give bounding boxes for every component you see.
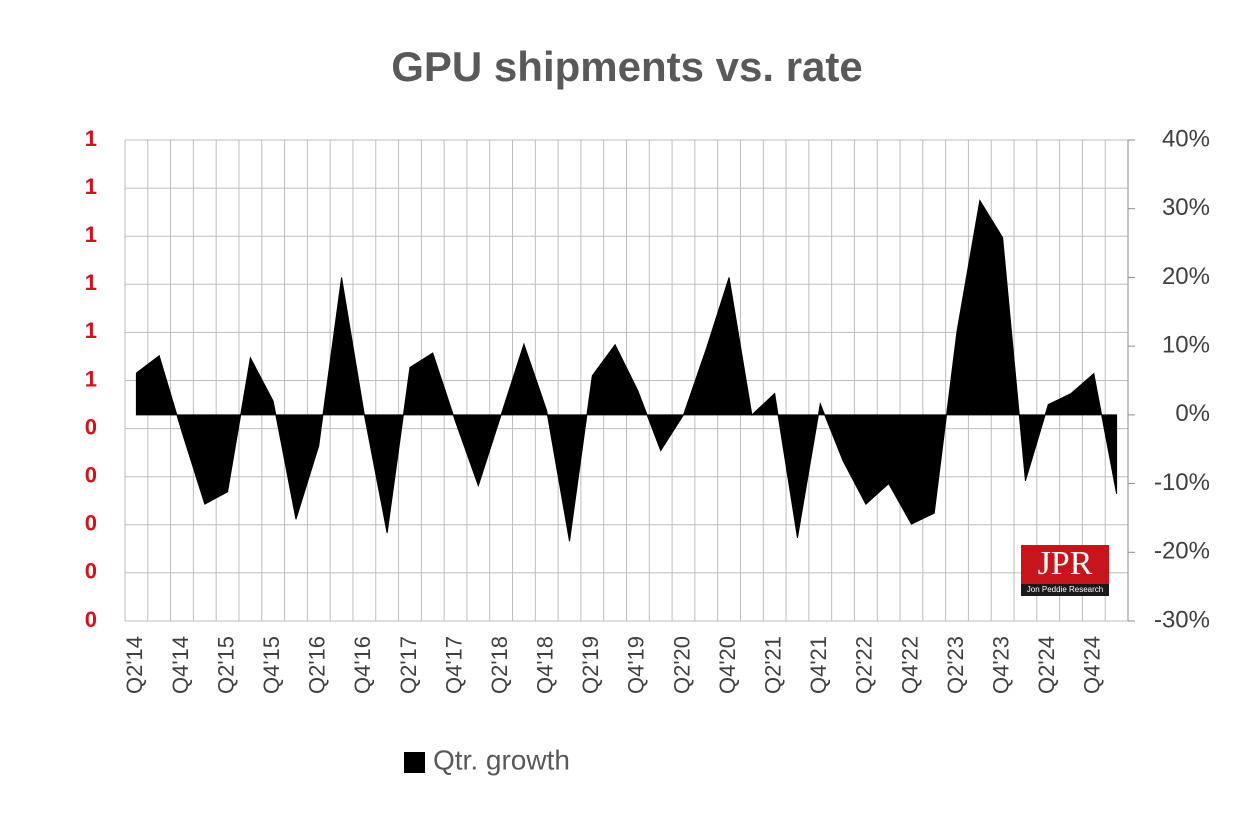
chart-title: GPU shipments vs. rate [391,43,863,90]
x-tick-label: Q2'17 [396,636,421,694]
x-tick-label: Q2'20 [669,636,694,694]
x-tick-label: Q2'15 [213,636,238,694]
y-tick-label: 1 [85,126,97,151]
y2-tick-label: 10% [1162,331,1210,358]
legend-label: Qtr. growth [433,744,570,775]
x-tick-label: Q4'22 [897,636,922,694]
y2-tick-label: -10% [1154,469,1210,496]
y-tick-label: 1 [85,366,97,391]
y-tick-label: 1 [85,318,97,343]
x-tick-label: Q2'23 [943,636,968,694]
x-tick-label: Q4'23 [988,636,1013,694]
x-tick-label: Q2'16 [305,636,330,694]
y-tick-label: 1 [85,270,97,295]
y2-tick-label: 0% [1175,400,1210,427]
logo-text: JPR [1038,545,1093,582]
y-tick-label: 1 [85,174,97,199]
y-tick-label: 0 [85,559,97,584]
plot-area: 0 0 0 0 0 1 1 1 1 1 1 -30% -20% -10% 0% 10% 20% 30% 40% Q2'… [85,125,1210,694]
y-tick-label: 1 [85,222,97,247]
x-tick-label: Q4'20 [715,636,740,694]
x-tick-label: Q2'21 [760,636,785,694]
x-tick-label: Q4'15 [259,636,284,694]
x-tick-label: Q4'17 [441,636,466,694]
x-tick-label: Q2'19 [578,636,603,694]
logo-band [1021,584,1109,596]
x-tick-label: Q4'19 [624,636,649,694]
x-tick-label: Q4'24 [1080,636,1105,694]
y-tick-label: 0 [85,463,97,488]
x-tick-label: Q4'21 [806,636,831,694]
y-tick-label: 0 [85,414,97,439]
x-tick-label: Q4'14 [168,636,193,694]
y2-tick-label: 40% [1162,125,1210,152]
y2-tick-label: 20% [1162,263,1210,290]
area [135,199,1118,542]
legend-swatch [404,752,425,773]
y2-tick-label: -20% [1154,538,1210,565]
logo: JPR Jon Peddie Research [1021,545,1109,596]
y2-tick-label: 30% [1162,194,1210,221]
y-tick-label: 0 [85,511,97,536]
y-tick-label: 0 [85,607,97,632]
logo-subtext: Jon Peddie Research [1027,585,1104,594]
x-tick-label: Q2'22 [852,636,877,694]
x-tick-label: Q2'14 [122,636,147,694]
x-tick-label: Q4'18 [533,636,558,694]
x-tick-label: Q2'24 [1034,636,1059,694]
x-tick-label: Q2'18 [487,636,512,694]
x-tick-label: Q4'16 [350,636,375,694]
y2-tick-label: -30% [1154,606,1210,633]
